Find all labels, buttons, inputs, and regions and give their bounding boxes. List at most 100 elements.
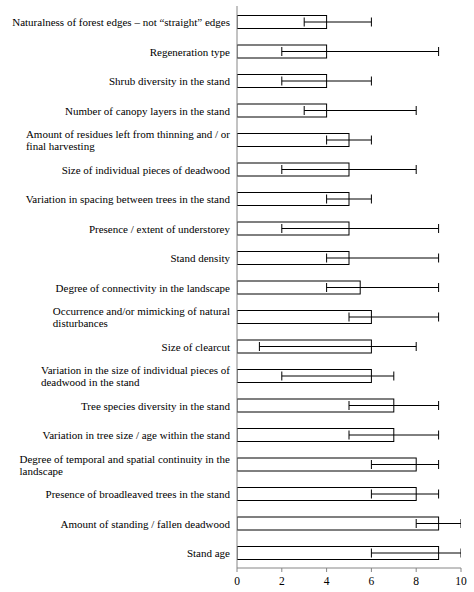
error-line xyxy=(282,51,439,52)
error-cap xyxy=(438,224,439,233)
error-line xyxy=(327,140,372,141)
bars xyxy=(237,16,461,560)
error-bar xyxy=(282,224,439,233)
error-bar xyxy=(282,372,394,381)
error-bar xyxy=(282,77,372,86)
error-cap xyxy=(326,136,327,145)
error-cap xyxy=(438,431,439,440)
error-cap xyxy=(371,460,372,469)
category-label: Degree of temporal and spatial continuit… xyxy=(20,453,231,477)
tick-mark xyxy=(326,568,327,572)
error-bar xyxy=(371,549,461,558)
error-cap xyxy=(438,254,439,263)
category-label: Presence / extent of understorey xyxy=(89,223,231,235)
error-line xyxy=(304,110,416,111)
error-bar xyxy=(304,18,371,27)
category-label: Presence of broadleaved trees in the sta… xyxy=(46,488,231,500)
tick-label: 6 xyxy=(369,575,375,587)
error-bar xyxy=(416,519,461,528)
error-line xyxy=(327,287,439,288)
error-bar xyxy=(282,47,439,56)
tick-label: 8 xyxy=(413,575,419,587)
error-line xyxy=(371,464,438,465)
error-cap xyxy=(416,106,417,115)
error-line xyxy=(327,199,372,200)
error-cap xyxy=(281,165,282,174)
category-label: Variation in tree size / age within the … xyxy=(42,429,230,441)
category-label: Shrub diversity in the stand xyxy=(109,75,230,87)
error-cap xyxy=(416,342,417,351)
category-label: Number of canopy layers in the stand xyxy=(65,105,230,117)
category-label: Amount of residues left from thinning an… xyxy=(26,128,230,152)
error-bar xyxy=(349,313,439,322)
error-cap xyxy=(371,77,372,86)
tick-label: 2 xyxy=(279,575,285,587)
category-label: Tree species diversity in the stand xyxy=(81,400,230,412)
tick-mark xyxy=(416,568,417,572)
y-axis xyxy=(237,6,238,568)
category-label: Degree of connectivity in the landscape xyxy=(56,282,231,294)
category-label: Regeneration type xyxy=(150,46,230,58)
error-line xyxy=(282,169,416,170)
x-axis xyxy=(237,568,461,569)
category-label: Variation in spacing between trees in th… xyxy=(26,193,231,205)
error-cap xyxy=(349,401,350,410)
error-bar xyxy=(304,106,416,115)
error-cap xyxy=(438,283,439,292)
bar xyxy=(237,517,439,530)
error-line xyxy=(282,81,372,82)
error-cap xyxy=(371,136,372,145)
error-cap xyxy=(326,195,327,204)
error-cap xyxy=(438,401,439,410)
category-label: Amount of standing / fallen deadwood xyxy=(60,518,230,530)
tick-mark xyxy=(237,568,238,572)
error-line xyxy=(349,317,439,318)
error-line xyxy=(282,228,439,229)
tick-label: 4 xyxy=(324,575,330,587)
error-cap xyxy=(349,431,350,440)
error-line xyxy=(349,405,439,406)
error-cap xyxy=(349,313,350,322)
error-cap xyxy=(371,549,372,558)
tick-mark xyxy=(281,568,282,572)
error-bar xyxy=(259,342,416,351)
error-line xyxy=(349,435,439,436)
tick-mark xyxy=(461,568,462,572)
error-cap xyxy=(371,195,372,204)
chart: 0246810Naturalness of forest edges – not… xyxy=(0,0,474,592)
error-bar xyxy=(327,195,372,204)
error-cap xyxy=(416,519,417,528)
error-bar xyxy=(327,136,372,145)
error-line xyxy=(259,346,416,347)
error-cap xyxy=(281,77,282,86)
category-label: Occurrence and/or mimicking of naturaldi… xyxy=(53,305,230,329)
error-cap xyxy=(438,460,439,469)
error-bar xyxy=(371,490,438,499)
error-line xyxy=(371,553,461,554)
error-cap xyxy=(304,18,305,27)
error-cap xyxy=(371,490,372,499)
error-cap xyxy=(461,549,462,558)
error-line xyxy=(327,258,439,259)
error-cap xyxy=(416,165,417,174)
error-cap xyxy=(438,47,439,56)
error-line xyxy=(282,376,394,377)
error-cap xyxy=(304,106,305,115)
error-bar xyxy=(349,431,439,440)
tick-mark xyxy=(371,568,372,572)
error-cap xyxy=(438,313,439,322)
error-line xyxy=(371,494,438,495)
error-cap xyxy=(281,224,282,233)
error-bar xyxy=(327,283,439,292)
error-line xyxy=(416,523,461,524)
error-cap xyxy=(393,372,394,381)
error-cap xyxy=(259,342,260,351)
category-label: Stand age xyxy=(187,547,230,559)
error-cap xyxy=(281,372,282,381)
tick-label: 10 xyxy=(455,575,467,587)
error-bar xyxy=(349,401,439,410)
error-bar xyxy=(371,460,438,469)
error-bar xyxy=(327,254,439,263)
error-cap xyxy=(326,283,327,292)
tick-label: 0 xyxy=(234,575,240,587)
